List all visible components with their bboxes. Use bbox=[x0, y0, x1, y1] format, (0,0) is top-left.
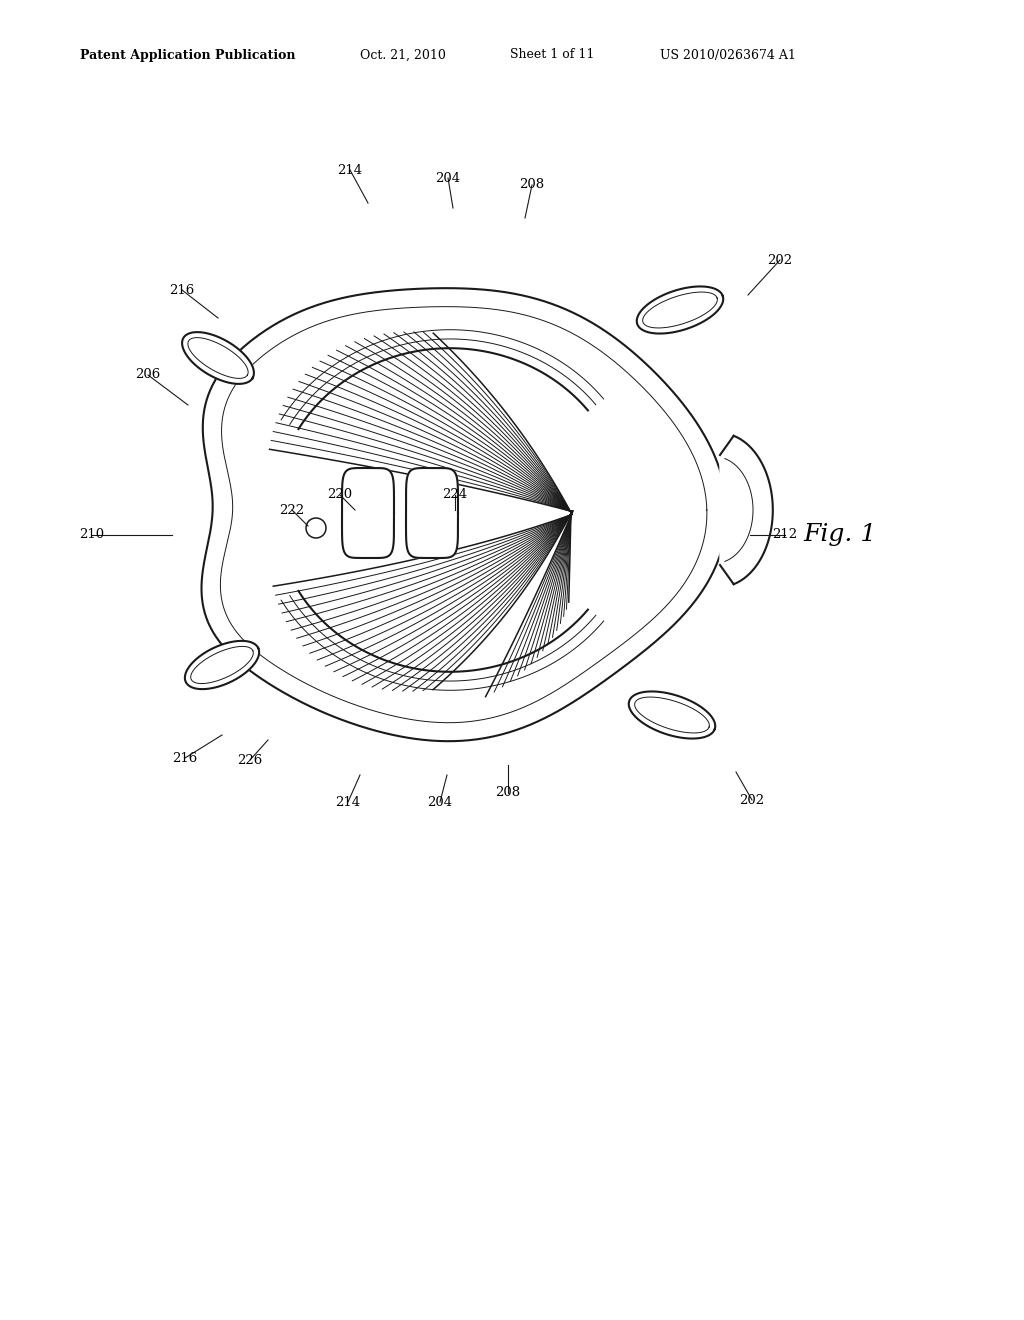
Text: Fig. 1: Fig. 1 bbox=[804, 524, 877, 546]
Text: US 2010/0263674 A1: US 2010/0263674 A1 bbox=[660, 49, 796, 62]
Text: 212: 212 bbox=[772, 528, 798, 541]
Polygon shape bbox=[342, 469, 394, 558]
Text: Patent Application Publication: Patent Application Publication bbox=[80, 49, 296, 62]
Text: 216: 216 bbox=[172, 751, 198, 764]
Text: 222: 222 bbox=[280, 503, 304, 516]
Text: 220: 220 bbox=[328, 488, 352, 502]
Text: 214: 214 bbox=[338, 164, 362, 177]
Polygon shape bbox=[182, 333, 254, 384]
Polygon shape bbox=[629, 692, 715, 739]
Text: 216: 216 bbox=[169, 284, 195, 297]
Text: 226: 226 bbox=[238, 754, 262, 767]
Text: 210: 210 bbox=[80, 528, 104, 541]
Text: 224: 224 bbox=[442, 488, 468, 502]
Text: Sheet 1 of 11: Sheet 1 of 11 bbox=[510, 49, 594, 62]
Text: 202: 202 bbox=[767, 253, 793, 267]
Text: 208: 208 bbox=[496, 787, 520, 800]
Text: 204: 204 bbox=[435, 172, 461, 185]
Text: 202: 202 bbox=[739, 793, 765, 807]
Polygon shape bbox=[637, 286, 723, 334]
Polygon shape bbox=[406, 469, 458, 558]
Text: 204: 204 bbox=[427, 796, 453, 808]
Text: 214: 214 bbox=[336, 796, 360, 808]
Polygon shape bbox=[720, 436, 773, 585]
Text: 208: 208 bbox=[519, 178, 545, 191]
Polygon shape bbox=[185, 642, 259, 689]
Text: Oct. 21, 2010: Oct. 21, 2010 bbox=[360, 49, 445, 62]
Text: 206: 206 bbox=[135, 368, 161, 381]
